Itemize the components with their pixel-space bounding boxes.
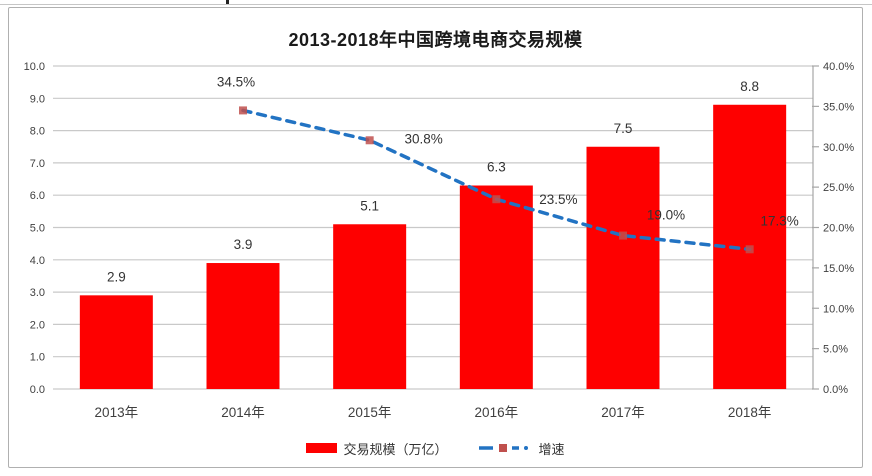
growth-value-label: 19.0% [647,208,685,223]
growth-marker [745,245,754,254]
x-axis-label: 2018年 [728,405,772,420]
left-axis-tick-label: 7.0 [30,158,45,170]
right-axis-tick-label: 30.0% [823,142,854,154]
bar [206,263,280,389]
bar-series-swatch [306,443,338,453]
left-axis-tick-label: 8.0 [30,126,45,138]
growth-value-label: 23.5% [539,192,577,207]
growth-value-label: 17.3% [761,213,799,228]
left-axis-tick-label: 9.0 [30,93,45,105]
bar [586,146,660,389]
right-axis-tick-label: 5.0% [823,344,848,356]
growth-marker [492,195,501,204]
x-axis-label: 2014年 [221,405,265,420]
x-axis-label: 2013年 [95,405,139,420]
left-axis-tick-label: 2.0 [30,319,45,331]
bar-value-label: 6.3 [487,160,506,175]
right-axis-tick-label: 10.0% [823,303,854,315]
x-axis-label: 2017年 [601,405,645,420]
legend-marker-square [498,444,507,452]
left-axis-tick-label: 0.0 [30,384,45,396]
growth-marker [619,231,627,240]
left-axis-tick-label: 4.0 [30,255,45,267]
x-axis-label: 2016年 [475,405,519,420]
bar-value-label: 8.8 [740,79,759,94]
left-axis-tick-label: 10.0 [24,61,45,73]
legend-item-growth-rate: 增速 [478,439,565,458]
bar-value-label: 5.1 [360,198,379,213]
left-axis-tick-label: 6.0 [30,190,45,202]
legend-item-transaction-scale: 交易规模（万亿） [306,439,448,458]
bar [79,295,153,389]
chart-title: 2013-2018年中国跨境电商交易规模 [288,30,583,50]
growth-value-label: 30.8% [405,131,443,146]
left-axis-tick-label: 3.0 [30,287,45,299]
legend-label-transaction-scale: 交易规模（万亿） [343,441,448,457]
right-axis-tick-label: 15.0% [823,263,854,275]
bar-value-label: 3.9 [234,237,253,252]
top-divider-line [0,4,872,5]
left-axis-tick-label: 5.0 [30,223,45,235]
growth-value-label: 34.5% [217,74,255,89]
bar-value-label: 2.9 [107,269,126,284]
right-axis-tick-label: 35.0% [823,101,854,113]
bar [459,185,533,389]
right-axis-tick-label: 40.0% [823,61,854,73]
right-axis-tick-label: 0.0% [823,384,848,396]
legend-dot [523,446,528,450]
bar [333,224,407,389]
left-axis-tick-label: 1.0 [30,352,45,364]
chart-legend: 交易规模（万亿） 增速 [8,437,863,459]
bar-value-label: 7.5 [614,121,633,136]
legend-label-growth-rate: 增速 [538,441,565,457]
right-axis-tick-label: 20.0% [823,223,854,235]
top-tick-mark [226,0,229,4]
x-axis-label: 2015年 [348,405,392,420]
growth-marker [365,136,374,145]
right-axis-tick-label: 25.0% [823,182,854,194]
line-series-swatch [478,444,528,452]
growth-marker [239,106,247,115]
